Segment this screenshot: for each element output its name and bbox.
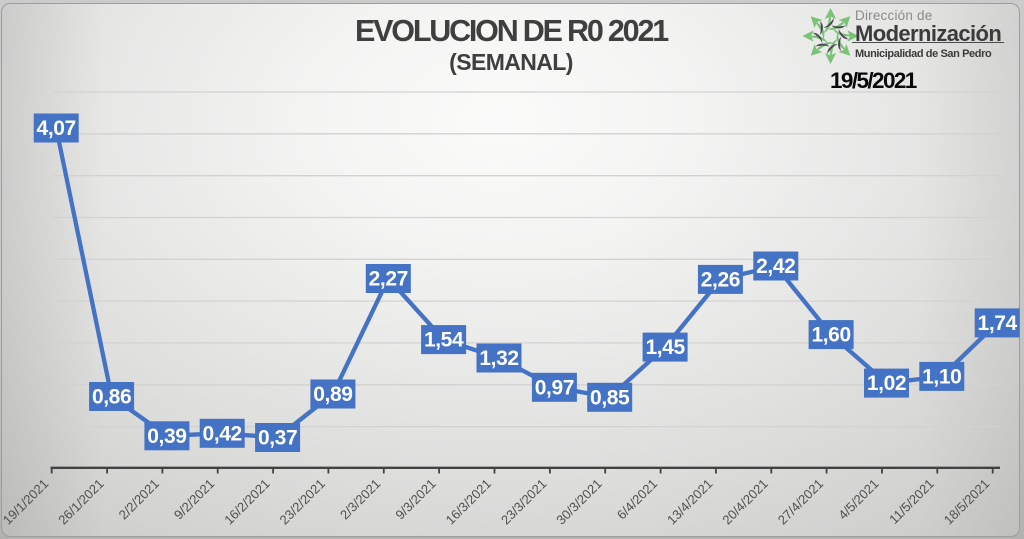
svg-text:13/4/2021: 13/4/2021 xyxy=(664,476,716,528)
svg-text:1,45: 1,45 xyxy=(645,336,685,359)
svg-text:23/2/2021: 23/2/2021 xyxy=(277,476,329,528)
svg-text:0,42: 0,42 xyxy=(203,422,242,445)
svg-text:19/1/2021: 19/1/2021 xyxy=(0,476,51,528)
svg-text:1,74: 1,74 xyxy=(978,312,1018,335)
svg-text:9/3/2021: 9/3/2021 xyxy=(392,476,438,522)
svg-text:9/2/2021: 9/2/2021 xyxy=(171,476,217,522)
svg-text:1,10: 1,10 xyxy=(922,365,961,388)
svg-text:27/4/2021: 27/4/2021 xyxy=(775,476,827,528)
svg-text:16/2/2021: 16/2/2021 xyxy=(221,476,273,528)
svg-text:2/2/2021: 2/2/2021 xyxy=(116,476,162,522)
svg-text:0,86: 0,86 xyxy=(92,386,131,409)
svg-text:4,07: 4,07 xyxy=(37,117,76,140)
svg-text:18/5/2021: 18/5/2021 xyxy=(941,476,993,528)
svg-text:1,54: 1,54 xyxy=(424,329,464,352)
svg-text:23/3/2021: 23/3/2021 xyxy=(498,476,550,528)
svg-text:2,27: 2,27 xyxy=(369,268,408,291)
svg-text:0,37: 0,37 xyxy=(258,427,297,450)
svg-text:1,60: 1,60 xyxy=(811,324,850,347)
svg-text:16/3/2021: 16/3/2021 xyxy=(443,476,495,528)
svg-text:11/5/2021: 11/5/2021 xyxy=(886,476,937,527)
svg-text:4/5/2021: 4/5/2021 xyxy=(835,476,881,522)
svg-text:2/3/2021: 2/3/2021 xyxy=(337,476,383,522)
svg-text:0,39: 0,39 xyxy=(147,425,186,448)
svg-text:1,32: 1,32 xyxy=(479,347,518,370)
svg-text:6/4/2021: 6/4/2021 xyxy=(614,476,660,522)
svg-text:20/4/2021: 20/4/2021 xyxy=(719,476,771,528)
svg-text:26/1/2021: 26/1/2021 xyxy=(55,476,107,528)
svg-text:1,02: 1,02 xyxy=(867,372,906,395)
svg-text:0,89: 0,89 xyxy=(313,383,352,406)
svg-text:30/3/2021: 30/3/2021 xyxy=(553,476,605,528)
svg-text:2,42: 2,42 xyxy=(756,255,795,278)
svg-text:0,97: 0,97 xyxy=(535,376,574,399)
svg-text:2,26: 2,26 xyxy=(701,268,740,291)
svg-text:0,85: 0,85 xyxy=(590,386,630,409)
